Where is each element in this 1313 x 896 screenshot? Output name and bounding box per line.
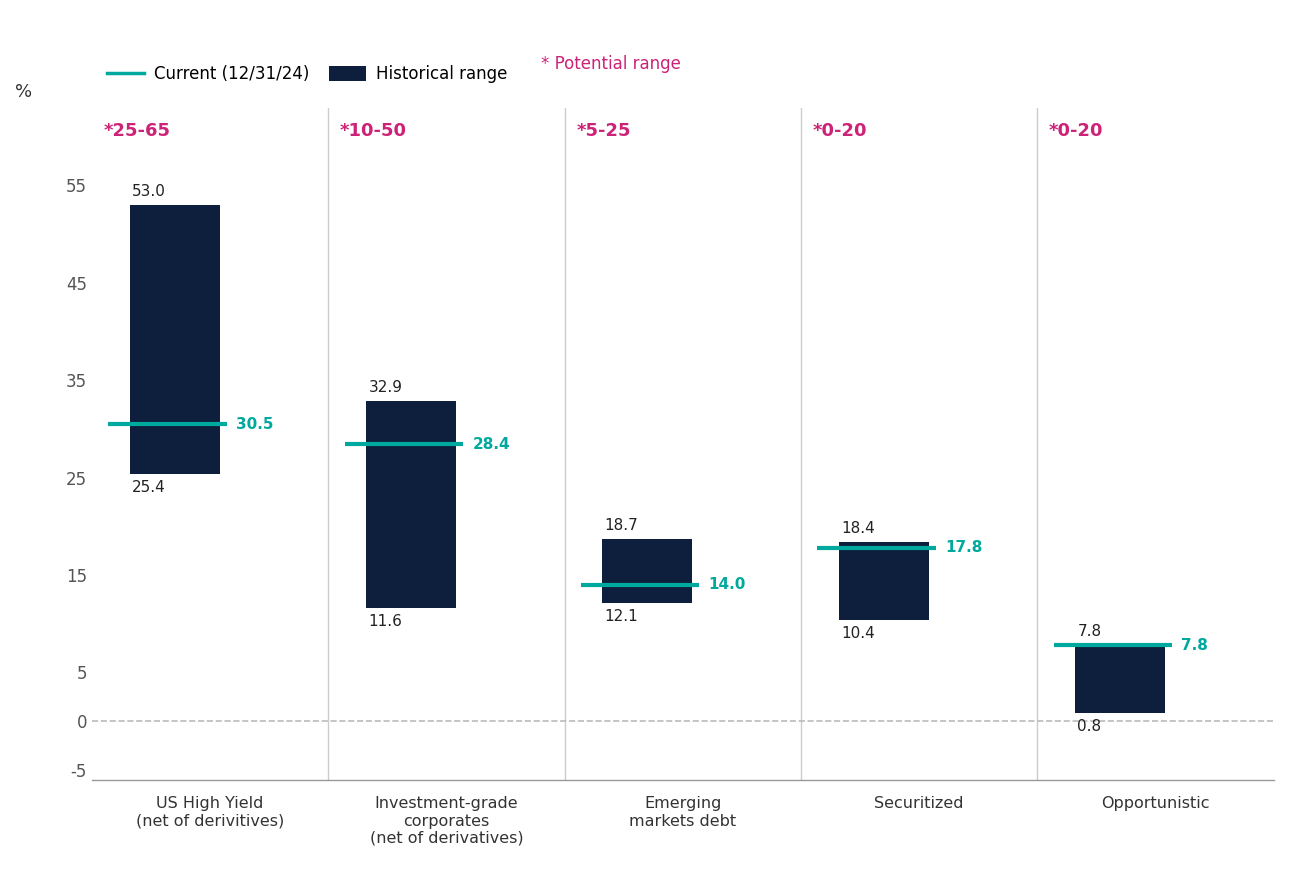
Text: 17.8: 17.8 [945, 540, 982, 556]
Text: 18.4: 18.4 [842, 521, 874, 536]
Text: 30.5: 30.5 [236, 417, 273, 432]
Text: 11.6: 11.6 [369, 614, 402, 629]
Text: *25-65: *25-65 [104, 122, 171, 140]
Bar [366, 401, 456, 608]
Text: 7.8: 7.8 [1078, 625, 1102, 639]
Bar [1075, 645, 1165, 713]
Text: * Potential range: * Potential range [541, 55, 681, 73]
Text: *0-20: *0-20 [1049, 122, 1104, 140]
Text: 18.7: 18.7 [605, 518, 638, 533]
Text: 53.0: 53.0 [133, 184, 165, 199]
Legend: Current (12/31/24), Historical range: Current (12/31/24), Historical range [100, 59, 513, 90]
Text: *0-20: *0-20 [813, 122, 868, 140]
Text: *10-50: *10-50 [340, 122, 407, 140]
Bar [839, 542, 928, 620]
Text: 10.4: 10.4 [842, 625, 874, 641]
Text: 28.4: 28.4 [473, 437, 509, 452]
Text: *5-25: *5-25 [576, 122, 632, 140]
Text: 0.8: 0.8 [1078, 719, 1102, 734]
Bar [603, 539, 692, 603]
Bar [130, 205, 219, 474]
Text: 25.4: 25.4 [133, 479, 165, 495]
Text: 12.1: 12.1 [605, 609, 638, 625]
Text: 32.9: 32.9 [369, 380, 402, 395]
Text: %: % [16, 82, 33, 100]
Text: 7.8: 7.8 [1182, 638, 1208, 652]
Text: 14.0: 14.0 [709, 577, 746, 592]
